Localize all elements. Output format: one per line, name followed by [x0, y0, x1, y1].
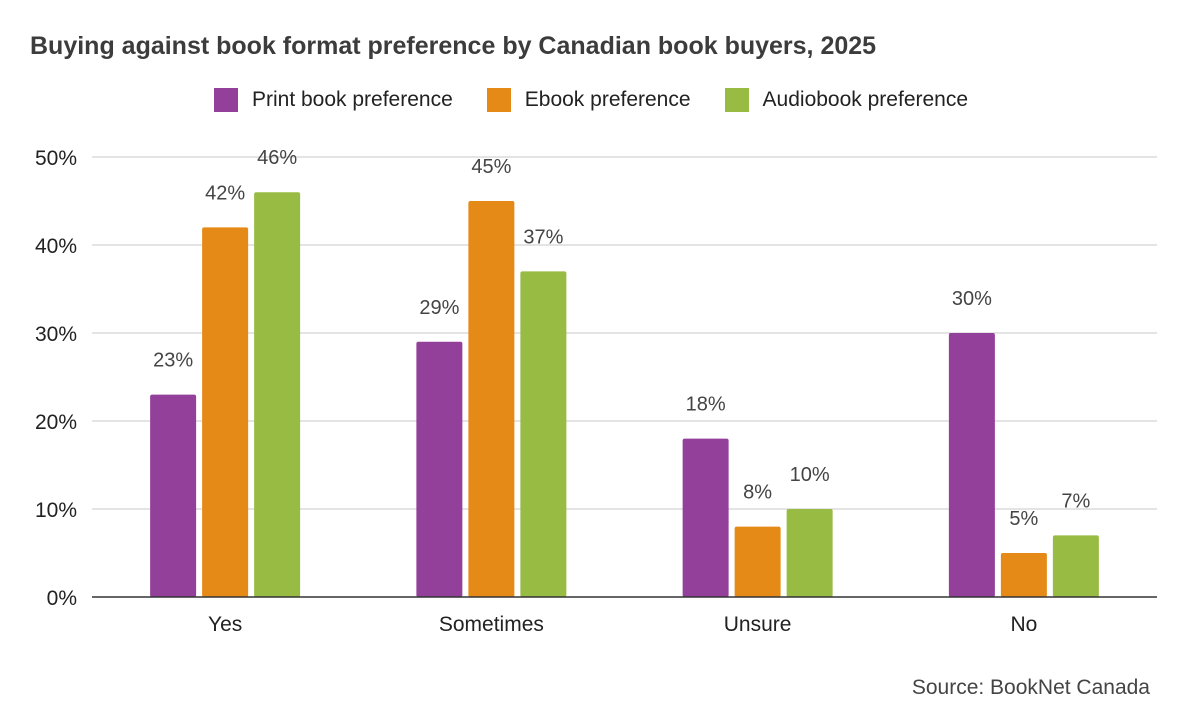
data-label: 42% [205, 182, 245, 204]
data-label: 46% [257, 147, 297, 169]
legend-item-ebook: Ebook preference [486, 88, 691, 112]
bar-no-1 [948, 333, 995, 597]
data-label: 10% [790, 464, 830, 486]
data-labels: 23% 42% 46% 29% 45% 37% 18% 8% 10% 30% 5% 7% [153, 147, 1090, 530]
legend-label-print: Print book preference [251, 88, 453, 111]
legend-swatch-ebook [486, 88, 511, 112]
bar-yes-2 [202, 227, 249, 597]
legend-label-ebook: Ebook preference [524, 88, 691, 111]
legend-item-audiobook: Audiobook preference [724, 88, 969, 112]
bar-unsure-1 [682, 438, 729, 597]
data-label: 23% [153, 350, 193, 372]
bar-yes-1 [150, 394, 197, 597]
chart-legend: Print book preference Ebook preference A… [0, 88, 1182, 112]
legend-swatch-audiobook [724, 88, 749, 112]
y-tick-label: 30% [35, 323, 77, 346]
x-tick-label: Sometimes [439, 613, 544, 636]
bar-yes-3 [254, 192, 301, 597]
x-tick-label: Yes [208, 613, 242, 636]
y-tick-label: 0% [47, 587, 77, 610]
legend-item-print: Print book preference [213, 88, 453, 112]
data-label: 8% [743, 482, 772, 504]
data-label: 18% [686, 394, 726, 416]
bar-sometimes-1 [416, 341, 463, 597]
bar-sometimes-3 [520, 271, 567, 597]
data-label: 29% [419, 297, 459, 319]
y-tick-label: 10% [35, 499, 77, 522]
x-tick-label: No [1010, 613, 1037, 636]
bar-no-3 [1052, 535, 1099, 597]
legend-swatch-print [213, 88, 238, 112]
data-label: 45% [471, 156, 511, 178]
axes: 0% 10% 20% 30% 40% 50% Yes Sometimes Unsure No [35, 147, 1157, 636]
bar-unsure-3 [786, 509, 833, 597]
bars [150, 192, 1099, 597]
x-tick-label: Unsure [724, 613, 792, 636]
source-note: Source: BookNet Canada [911, 676, 1150, 699]
data-label: 30% [952, 288, 992, 310]
legend-label-audiobook: Audiobook preference [762, 88, 969, 111]
gridlines [92, 156, 1157, 510]
data-label: 5% [1009, 508, 1038, 530]
bar-no-2 [1000, 553, 1047, 597]
y-tick-label: 40% [35, 235, 77, 258]
data-label: 7% [1061, 490, 1090, 512]
data-label: 37% [523, 226, 563, 248]
chart-title: Buying against book format preference by… [30, 32, 877, 60]
y-tick-label: 20% [35, 411, 77, 434]
bar-unsure-2 [734, 526, 781, 597]
bar-sometimes-2 [468, 201, 515, 597]
y-tick-label: 50% [35, 147, 77, 170]
